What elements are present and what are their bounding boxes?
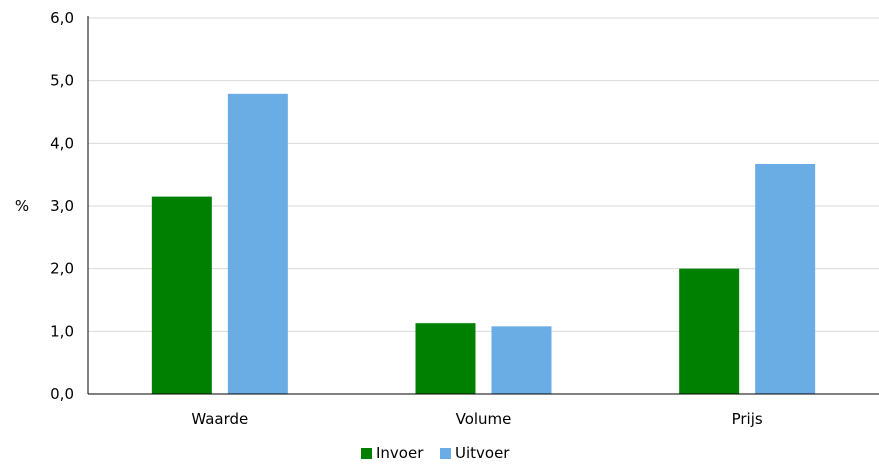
gridlines xyxy=(88,17,879,332)
bar-invoer-volume xyxy=(415,323,476,394)
bar-uitvoer-prijs xyxy=(755,164,816,394)
legend: Invoer Uitvoer xyxy=(361,444,510,462)
y-tick-label: 5,0 xyxy=(50,72,74,90)
legend-swatch-invoer xyxy=(361,448,372,459)
bars xyxy=(151,93,816,395)
y-tick-label: 2,0 xyxy=(50,260,74,278)
x-category-label: Waarde xyxy=(191,410,248,428)
y-axis-label: % xyxy=(15,197,29,215)
y-tick-label: 1,0 xyxy=(50,322,74,340)
x-category-label: Prijs xyxy=(732,410,763,428)
y-tick-label: 0,0 xyxy=(50,385,74,403)
bar-uitvoer-volume xyxy=(491,326,552,394)
legend-label-uitvoer: Uitvoer xyxy=(455,444,510,462)
x-category-labels: Waarde Volume Prijs xyxy=(191,410,763,428)
y-tick-label: 6,0 xyxy=(50,9,74,27)
axes xyxy=(87,16,879,395)
legend-label-invoer: Invoer xyxy=(376,444,424,462)
y-tick-label: 4,0 xyxy=(50,134,74,152)
bar-uitvoer-waarde xyxy=(227,93,288,395)
x-category-label: Volume xyxy=(456,410,512,428)
y-tick-labels: 0,0 1,0 2,0 3,0 4,0 5,0 6,0 xyxy=(50,9,74,403)
y-tick-label: 3,0 xyxy=(50,197,74,215)
legend-swatch-uitvoer xyxy=(440,448,451,459)
bar-invoer-waarde xyxy=(151,196,212,394)
bar-invoer-prijs xyxy=(679,268,740,394)
